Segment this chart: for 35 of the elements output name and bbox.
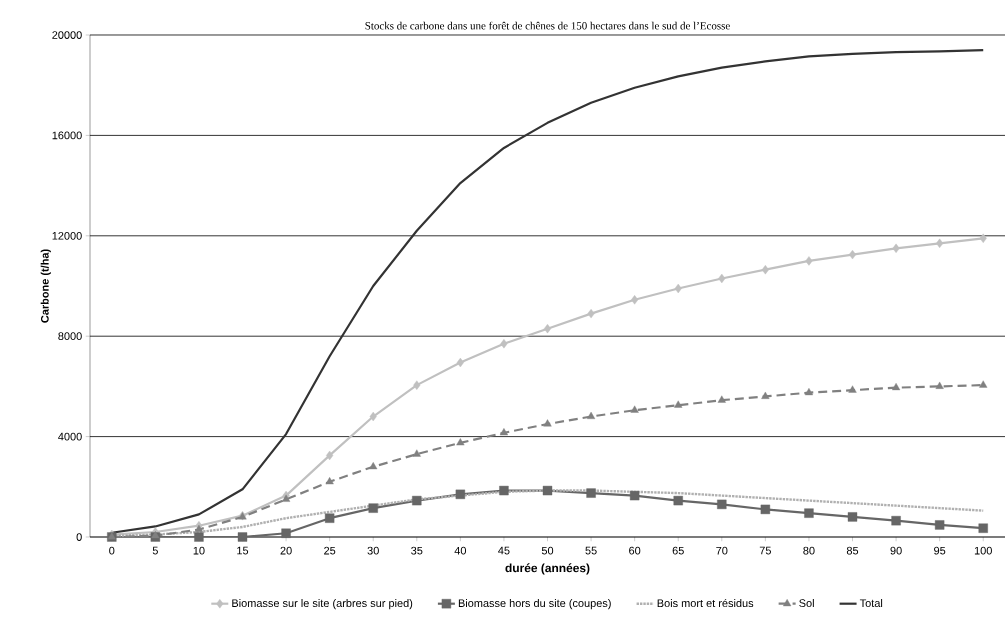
legend-label: Biomasse hors du site (coupes): [458, 598, 611, 610]
x-tick-label: 10: [193, 546, 205, 555]
x-tick-label: 30: [367, 546, 379, 555]
y-tick-label: 8000: [58, 332, 82, 341]
y-tick-label: 16000: [52, 131, 82, 140]
chart-title: Stocks de carbone dans une forêt de chênes de 150 hectares dans le sud de l’Ecosse: [365, 21, 730, 30]
x-tick-label: 40: [454, 546, 467, 555]
y-tick-label: 20000: [52, 31, 82, 39]
legend-label: Sol: [799, 598, 814, 608]
x-tick-label: 60: [629, 546, 641, 555]
x-tick-label: 90: [890, 546, 902, 555]
y-tick-label: 0: [76, 533, 82, 541]
x-tick-label: 100: [974, 546, 992, 555]
x-tick-label: 70: [716, 546, 728, 555]
y-tick-label: 12000: [52, 231, 82, 240]
x-tick-label: 5: [152, 546, 158, 555]
x-tick-label: 80: [803, 546, 815, 555]
x-tick-label: 55: [585, 546, 597, 555]
x-tick-label: 95: [934, 546, 946, 555]
y-axis-title: Carbone (t/ha): [40, 249, 51, 323]
x-tick-label: 75: [759, 546, 771, 555]
legend-label: Total: [859, 598, 883, 608]
y-tick-label: 4000: [58, 432, 82, 441]
x-tick-label: 0: [109, 546, 115, 555]
x-tick-label: 35: [411, 546, 423, 555]
legend-label: Biomasse sur le site (arbres sur pied): [232, 598, 413, 610]
x-tick-label: 15: [237, 546, 249, 555]
x-tick-label: 45: [498, 546, 510, 555]
x-tick-label: 65: [672, 546, 684, 555]
legend-label: Bois mort et résidus: [657, 598, 754, 608]
x-tick-label: 20: [280, 546, 292, 555]
x-axis-title: durée (années): [505, 563, 590, 575]
x-tick-label: 50: [541, 546, 554, 555]
x-tick-label: 25: [324, 546, 336, 555]
x-tick-label: 85: [846, 546, 859, 555]
